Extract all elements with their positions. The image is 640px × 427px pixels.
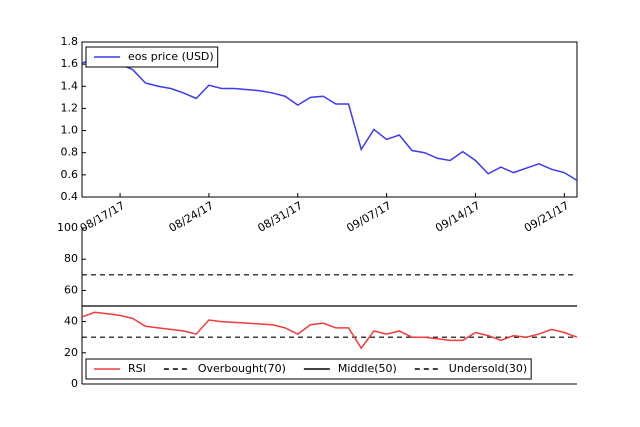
y-tick-label: 1.2	[61, 101, 79, 114]
legend: eos price (USD)	[85, 46, 219, 68]
x-tick-label: 08/31/17	[255, 199, 304, 235]
x-tick-label: 09/21/17	[522, 199, 571, 235]
y-tick-label: 0.6	[61, 168, 79, 181]
y-tick-label: 40	[64, 315, 78, 328]
axes-frame	[81, 41, 578, 198]
x-tick-label: 08/17/17	[78, 199, 127, 235]
legend-label: Overbought(70)	[198, 362, 286, 375]
y-tick-label: 0	[71, 377, 78, 390]
y-tick-label: 100	[57, 221, 78, 234]
legend-label: RSI	[128, 362, 146, 375]
x-tick-label: 09/07/17	[344, 199, 393, 235]
legend: RSI Overbought(70) Middle(50) Undersold(30)	[85, 358, 532, 380]
x-tick-label: 09/14/17	[433, 199, 482, 235]
y-tick-label: 60	[64, 283, 78, 296]
y-tick-label: 0.4	[61, 190, 79, 203]
legend-label: Undersold(30)	[449, 362, 527, 375]
y-tick-label: 1.0	[61, 124, 79, 137]
x-tick-label: 08/24/17	[167, 199, 216, 235]
legend-frame	[85, 46, 219, 68]
y-tick-label: 80	[64, 252, 78, 265]
y-tick-label: 1.6	[61, 57, 79, 70]
y-tick-label: 1.4	[61, 79, 79, 92]
legend-label: Middle(50)	[338, 362, 397, 375]
y-tick-label: 1.8	[61, 35, 79, 48]
y-tick-label: 0.8	[61, 146, 79, 159]
legend-label: eos price (USD)	[128, 50, 214, 63]
data-line	[81, 57, 578, 182]
y-tick-label: 20	[64, 346, 78, 359]
data-line	[81, 311, 578, 350]
